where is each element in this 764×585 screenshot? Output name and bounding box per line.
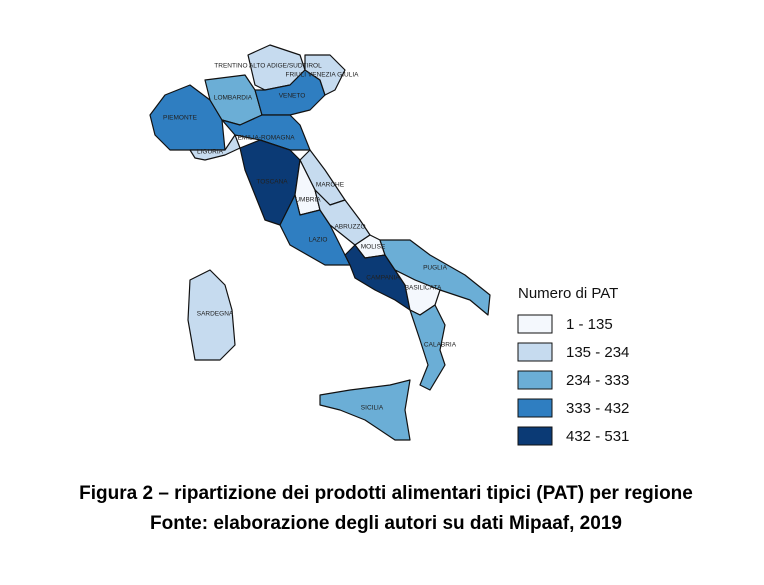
caption: Figura 2 – ripartizione dei prodotti ali… bbox=[79, 483, 693, 504]
legend: Numero di PAT 1 - 135 135 - 234 234 - 333 3… bbox=[517, 285, 629, 446]
legend-items: 1 - 135 135 - 234 234 - 333 333 - 432 432 - … bbox=[517, 314, 629, 446]
map bbox=[149, 44, 491, 441]
region-label: MOLISE bbox=[361, 244, 386, 251]
legend-title: Numero di PAT bbox=[518, 285, 618, 302]
region-label: SICILIA bbox=[361, 405, 384, 412]
region-label: TOSCANA bbox=[256, 179, 288, 186]
region-label: ABRUZZO bbox=[334, 224, 365, 231]
legend-swatch bbox=[517, 426, 553, 446]
region bbox=[279, 194, 351, 266]
region-label: CALABRIA bbox=[424, 342, 457, 349]
legend-label: 333 - 432 bbox=[566, 400, 629, 417]
region-label: TRENTINO ALTO ADIGE/SUDTIROL bbox=[214, 63, 322, 70]
legend-swatch bbox=[517, 398, 553, 418]
region-label: CAMPANIA bbox=[366, 275, 400, 282]
legend-label: 234 - 333 bbox=[566, 372, 629, 389]
region-label: BASILICATA bbox=[405, 285, 442, 292]
region-label: LAZIO bbox=[309, 237, 328, 244]
region-label: LOMBARDIA bbox=[214, 95, 253, 102]
region-label: FRIULI VENEZIA GIULIA bbox=[286, 72, 360, 79]
region-label: PIEMONTE bbox=[163, 115, 198, 122]
caption: Fonte: elaborazione degli autori su dati… bbox=[150, 513, 622, 534]
region-label: EMILIA-ROMAGNA bbox=[237, 135, 295, 142]
region-label: SARDEGNA bbox=[197, 311, 234, 318]
legend-label: 432 - 531 bbox=[566, 428, 629, 445]
legend-swatch bbox=[517, 314, 553, 334]
legend-label: 135 - 234 bbox=[566, 344, 629, 361]
region-label: LIGURIA bbox=[197, 149, 224, 156]
region-labels: PIEMONTE LOMBARDIA TRENTINO ALTO ADIGE/S… bbox=[163, 63, 457, 412]
legend-swatch bbox=[517, 342, 553, 362]
region-label: MARCHE bbox=[316, 182, 345, 189]
region-label: UMBRIA bbox=[295, 197, 321, 204]
region bbox=[304, 54, 346, 96]
region-label: VENETO bbox=[279, 93, 306, 100]
region bbox=[221, 114, 311, 151]
region bbox=[319, 379, 411, 441]
legend-label: 1 - 135 bbox=[566, 316, 613, 333]
region-label: PUGLIA bbox=[423, 265, 448, 272]
region bbox=[409, 304, 446, 391]
legend-swatch bbox=[517, 370, 553, 390]
region bbox=[254, 69, 326, 116]
region bbox=[187, 269, 236, 361]
